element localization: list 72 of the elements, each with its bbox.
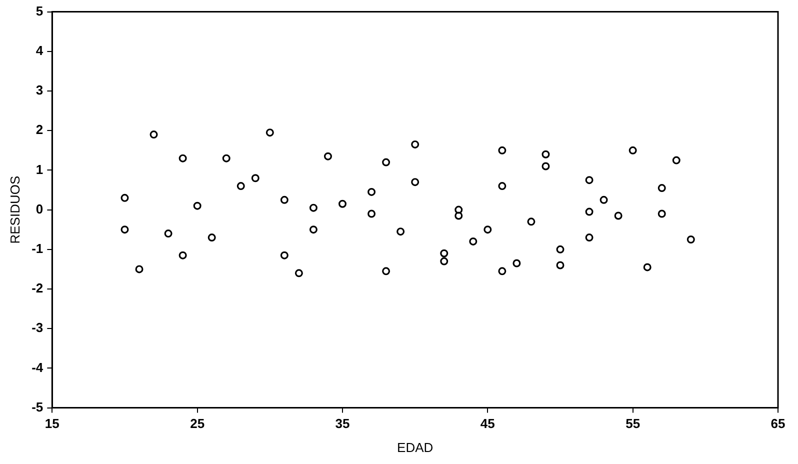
point — [527, 218, 536, 226]
y-tick-label: -4 — [32, 360, 44, 375]
point — [208, 234, 216, 242]
point — [150, 130, 158, 139]
point — [251, 174, 260, 182]
point — [440, 249, 448, 258]
y-tick-label: 1 — [36, 162, 44, 177]
point — [658, 184, 666, 192]
y-tick-label: 0 — [36, 201, 44, 216]
y-tick-label: 4 — [36, 42, 44, 58]
y-tick-label: -3 — [32, 320, 44, 336]
point — [164, 230, 172, 238]
point — [266, 128, 274, 137]
x-tick-label: 55 — [626, 416, 640, 432]
point — [178, 251, 187, 260]
point — [643, 263, 652, 272]
point — [585, 176, 594, 184]
point — [280, 196, 288, 204]
point — [556, 245, 564, 254]
point — [382, 267, 390, 276]
point — [396, 228, 405, 236]
point — [440, 257, 448, 266]
point — [614, 212, 622, 220]
point — [585, 234, 594, 242]
point — [309, 226, 318, 234]
x-tick-label: 45 — [480, 416, 495, 432]
point — [585, 208, 594, 216]
point — [280, 251, 288, 260]
point — [498, 267, 506, 276]
y-tick-label: 3 — [36, 82, 44, 98]
point — [628, 146, 637, 154]
point — [484, 226, 492, 234]
point — [120, 226, 129, 234]
point — [469, 237, 478, 246]
point — [236, 182, 245, 190]
point — [193, 202, 202, 210]
point — [411, 140, 420, 148]
x-axis-title: EDAD — [397, 440, 434, 455]
y-tick-label: -1 — [32, 240, 44, 256]
y-tick-label: -2 — [32, 280, 44, 296]
point — [542, 162, 550, 170]
x-tick-label: 15 — [44, 416, 60, 432]
point — [309, 204, 318, 212]
point — [368, 210, 376, 218]
point — [454, 212, 463, 220]
point — [686, 236, 695, 244]
point — [178, 154, 187, 162]
point — [294, 269, 303, 278]
point — [454, 206, 463, 214]
point — [382, 158, 390, 166]
point — [368, 188, 376, 196]
point — [338, 200, 346, 208]
point — [672, 156, 680, 164]
point — [498, 146, 506, 154]
point — [120, 194, 129, 202]
point — [411, 178, 420, 186]
point — [498, 182, 506, 190]
x-tick-label: 35 — [335, 416, 350, 432]
point — [512, 259, 521, 268]
y-axis-title: RESIDUOS — [7, 176, 22, 244]
y-tick-label: 2 — [36, 122, 44, 138]
point — [222, 154, 230, 162]
point — [600, 196, 608, 204]
point — [658, 210, 666, 218]
point — [324, 152, 332, 160]
y-tick-label: -5 — [32, 399, 44, 414]
point — [542, 150, 550, 158]
x-tick-label: 25 — [190, 416, 205, 432]
point — [556, 261, 564, 270]
x-tick-label: 65 — [770, 416, 786, 432]
point — [135, 265, 144, 274]
y-tick-label: 5 — [36, 3, 44, 18]
